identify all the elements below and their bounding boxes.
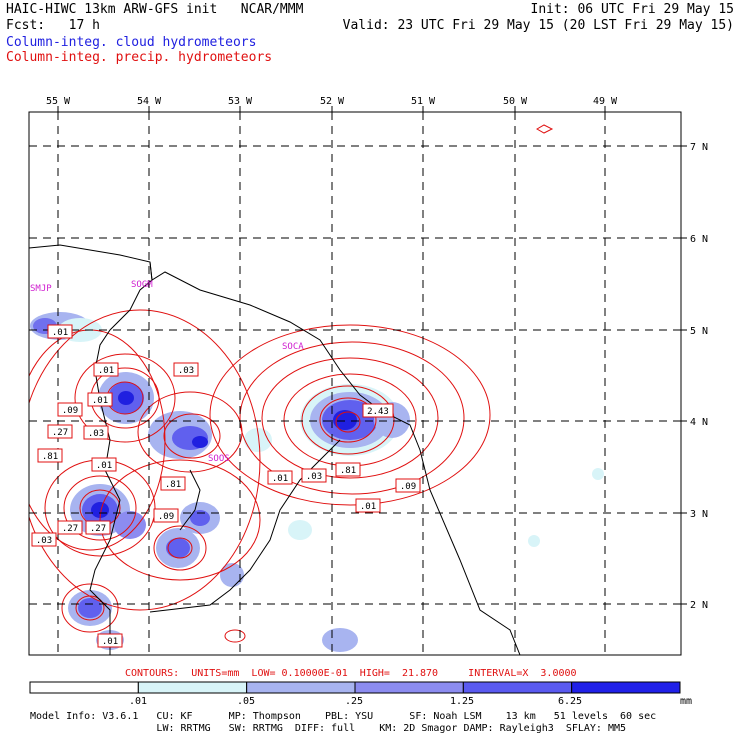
forecast-hour: Fcst: 17 h	[6, 18, 100, 33]
contour-label-box	[83, 425, 109, 440]
precip-contours	[29, 124, 554, 643]
contour-label: .27	[62, 524, 78, 534]
lon-label: 55 W	[46, 96, 71, 107]
contour-label: .09	[400, 482, 416, 492]
graticule	[29, 112, 681, 655]
contour-label-box	[301, 468, 327, 483]
lon-label: 52 W	[320, 96, 345, 107]
contour-label: 2.43	[367, 407, 389, 417]
contour-label: .01	[98, 366, 114, 376]
contour-label: .27	[90, 524, 106, 534]
contour-label: .81	[165, 480, 181, 490]
model-info-2: LW: RRTMG SW: RRTMG DIFF: full KM: 2D Sm…	[30, 723, 627, 734]
contour-label-box	[57, 520, 83, 535]
contour-label-box	[153, 508, 179, 523]
contour-label-box	[93, 362, 119, 377]
contour-label: .03	[36, 536, 52, 546]
contour-label: .27	[52, 428, 68, 438]
lat-label: 3 N	[690, 509, 708, 520]
contour-label-box	[267, 470, 293, 485]
contour-label: .01	[272, 474, 288, 484]
contour-label: .03	[306, 472, 322, 482]
lon-label: 53 W	[228, 96, 253, 107]
station-label: SOGM	[131, 280, 153, 290]
contour-label-box	[355, 498, 381, 513]
colorbar-swatch	[354, 681, 464, 694]
lon-label: 49 W	[593, 96, 618, 107]
plot-title: HAIC-HIWC 13km ARW-GFS init NCAR/MMM	[6, 2, 304, 17]
lat-label: 2 N	[690, 600, 708, 611]
lon-label: 50 W	[503, 96, 528, 107]
contour-label-box	[160, 476, 186, 491]
contour-label: .09	[62, 406, 78, 416]
init-time: Init: 06 UTC Fri 29 May 15	[530, 2, 735, 17]
contour-label-box	[173, 362, 199, 377]
colorbar-swatch	[29, 681, 139, 694]
valid-time: Valid: 23 UTC Fri 29 May 15 (20 LST Fri …	[342, 18, 734, 33]
contour-label: .01	[360, 502, 376, 512]
contour-label-box	[37, 448, 63, 463]
map-frame	[28, 111, 682, 656]
colorbar-label: 6.25	[557, 696, 583, 707]
colorbar-label: .01	[128, 696, 148, 707]
contour-label: .01	[92, 396, 108, 406]
cloud-shading	[30, 312, 604, 652]
lat-label: 5 N	[690, 326, 708, 337]
contour-label-box	[395, 478, 421, 493]
colorbar-swatch	[571, 681, 681, 694]
colorbar-label: 1.25	[449, 696, 475, 707]
station-label: SOCA	[282, 342, 304, 352]
lat-label: 4 N	[690, 417, 708, 428]
colorbar-swatch	[246, 681, 356, 694]
lon-label: 51 W	[411, 96, 436, 107]
lat-label: 6 N	[690, 234, 708, 245]
colorbar-swatch	[462, 681, 573, 694]
contour-label: .01	[52, 328, 68, 338]
contour-label: .03	[178, 366, 194, 376]
contour-label-box	[47, 424, 73, 439]
contour-label-box	[91, 457, 117, 472]
contour-label: .03	[88, 429, 104, 439]
contour-label-box	[47, 324, 73, 339]
station-label: SMJP	[30, 284, 52, 294]
contour-label-box	[335, 462, 361, 477]
contour-label-box	[57, 402, 83, 417]
legend-precip: Column-integ. precip. hydrometeors	[6, 50, 273, 65]
contour-label: .09	[158, 512, 174, 522]
legend-cloud: Column-integ. cloud hydrometeors	[6, 35, 257, 50]
contour-label-box	[31, 532, 57, 547]
contours-info: CONTOURS: UNITS=mm LOW= 0.10000E-01 HIGH…	[125, 668, 577, 679]
coastlines	[29, 244, 521, 655]
contour-label-box	[362, 403, 394, 418]
contour-label: .81	[42, 452, 58, 462]
station-label: SOOS	[208, 454, 230, 464]
colorbar-swatch	[137, 681, 248, 694]
contour-label: .01	[102, 637, 118, 647]
colorbar-unit: mm	[679, 696, 693, 707]
colorbar-label: .05	[236, 696, 256, 707]
contour-label-box	[87, 392, 113, 407]
lon-label: 54 W	[137, 96, 162, 107]
lat-label: 7 N	[690, 142, 708, 153]
model-info-1: Model Info: V3.6.1 CU: KF MP: Thompson P…	[30, 711, 657, 722]
contour-label: .01	[96, 461, 112, 471]
contour-label-box	[97, 633, 123, 648]
contour-label: .81	[340, 466, 356, 476]
contour-label-box	[85, 520, 111, 535]
colorbar-label: .25	[344, 696, 364, 707]
